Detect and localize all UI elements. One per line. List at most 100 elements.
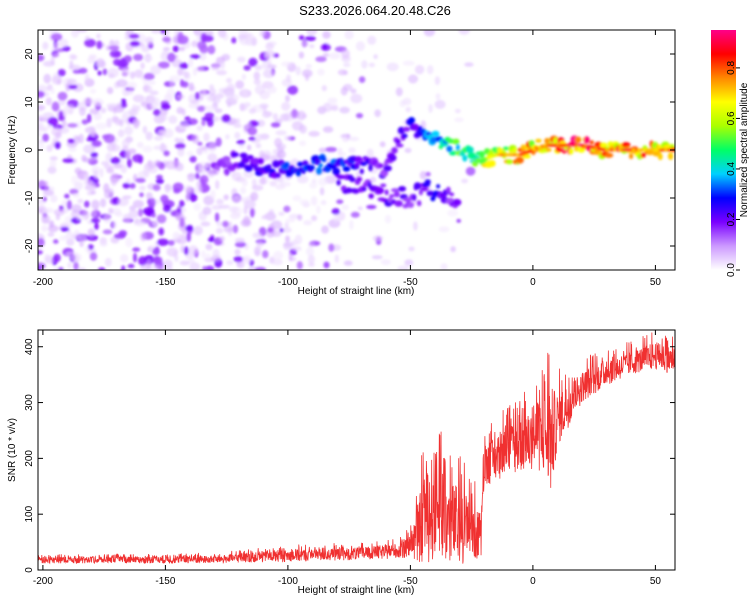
heatmap-ridge-cell — [488, 160, 496, 167]
heatmap-cell — [202, 206, 212, 215]
heatmap-cell — [57, 69, 66, 77]
heatmap-ridge-cell — [322, 156, 327, 163]
heatmap-cell — [76, 215, 86, 221]
heatmap-cell — [89, 252, 98, 261]
heatmap-ridge-cell — [241, 157, 250, 164]
heatmap-cell — [114, 116, 120, 126]
heatmap-cell — [67, 261, 72, 269]
heatmap-ridge-cell — [446, 186, 451, 194]
heatmap-cell — [200, 30, 206, 33]
heatmap-cell — [135, 177, 146, 183]
heatmap-cell — [255, 266, 267, 270]
heatmap-cell — [58, 38, 69, 48]
heatmap-cell — [322, 126, 334, 133]
heatmap-cell — [156, 214, 167, 224]
heatmap-cell — [44, 180, 49, 191]
heatmap-ridge-cell — [667, 152, 674, 160]
heatmap-cell — [217, 30, 227, 38]
heatmap-ridge-cell — [462, 154, 468, 162]
heatmap-cell — [38, 132, 42, 137]
heatmap-cell — [153, 145, 164, 150]
heatmap-ridge-cell — [384, 189, 389, 196]
heatmap-cell — [66, 238, 75, 246]
heatmap-cell — [260, 30, 266, 37]
heatmap-cell — [340, 151, 347, 158]
heatmap-cell — [341, 204, 350, 211]
heatmap-cell — [42, 196, 47, 202]
heatmap-cell — [192, 67, 198, 76]
heatmap-ridge-cell — [420, 186, 429, 192]
heatmap-cell — [404, 259, 414, 266]
heatmap-cell — [232, 224, 239, 234]
heatmap-ridge-cell — [231, 152, 239, 158]
heatmap-cell — [435, 93, 441, 100]
heatmap-cell — [128, 33, 140, 39]
heatmap-cell — [248, 108, 256, 114]
heatmap-cell — [126, 158, 132, 168]
heatmap-cell — [358, 76, 366, 83]
heatmap-cell — [77, 267, 87, 270]
heatmap-cell — [330, 105, 339, 111]
heatmap-ridge-cell — [512, 147, 517, 154]
heatmap-ridge-cell — [411, 194, 417, 201]
heatmap-cell — [219, 236, 225, 242]
heatmap-cell — [178, 46, 186, 52]
heatmap-cell — [100, 198, 107, 208]
heatmap-cell — [113, 58, 122, 66]
heatmap-cell — [299, 199, 310, 206]
heatmap-cell — [102, 229, 113, 235]
heatmap-ridge-cell — [452, 138, 460, 145]
heatmap-ridge-cell — [244, 166, 253, 172]
heatmap-cell — [248, 57, 258, 67]
heatmap-cell — [366, 204, 377, 210]
heatmap-cell — [152, 218, 158, 227]
heatmap-cell — [136, 220, 146, 227]
heatmap-cell — [129, 183, 136, 189]
heatmap-cell — [408, 246, 415, 252]
heatmap-cell — [155, 174, 163, 180]
heatmap-cell — [50, 33, 63, 41]
heatmap-cell — [328, 52, 341, 60]
heatmap-cell — [143, 72, 155, 81]
heatmap-cell — [53, 239, 59, 244]
heatmap-cell — [143, 56, 154, 62]
heatmap-cell — [215, 227, 224, 234]
heatmap-cell — [199, 52, 207, 61]
heatmap-cell — [95, 122, 108, 130]
heatmap-ridge-cell — [403, 126, 410, 132]
heatmap-ridge-cell — [397, 126, 405, 134]
heatmap-cell — [207, 169, 216, 178]
heatmap-cell — [236, 139, 246, 145]
heatmap-cell — [222, 220, 229, 228]
heatmap-cell — [253, 79, 261, 85]
heatmap-ridge-cell — [449, 192, 455, 197]
heatmap-cell — [153, 108, 161, 117]
heatmap-cell — [264, 212, 277, 221]
heatmap-cell — [310, 196, 318, 206]
heatmap-cell — [231, 37, 237, 44]
heatmap-cell — [41, 225, 48, 232]
heatmap-cell — [210, 189, 216, 200]
heatmap-cell — [316, 205, 321, 214]
heatmap-cell — [173, 232, 179, 239]
heatmap-cell — [151, 30, 161, 34]
heatmap-cell — [189, 262, 201, 270]
heatmap-cell — [240, 105, 248, 111]
heatmap-cell — [283, 205, 291, 213]
heatmap-ridge-cell — [535, 138, 542, 143]
y-tick-label: 400 — [24, 338, 35, 355]
heatmap-cell — [271, 230, 282, 238]
heatmap-cell — [317, 68, 325, 76]
x-tick-label: -50 — [403, 576, 418, 587]
heatmap-cell — [47, 166, 57, 174]
heatmap-cell — [125, 237, 133, 248]
heatmap-cell — [174, 254, 179, 263]
heatmap-cell — [321, 225, 329, 234]
heatmap-cell — [407, 74, 419, 84]
heatmap-cell — [279, 113, 290, 122]
heatmap-cell — [177, 31, 184, 41]
heatmap-cell — [216, 221, 224, 227]
heatmap-cell — [220, 59, 225, 70]
heatmap-cell — [216, 198, 224, 205]
